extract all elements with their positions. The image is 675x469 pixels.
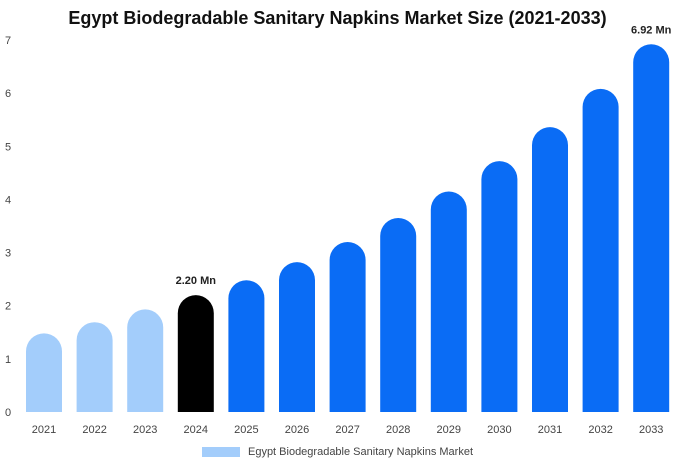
data-label-2024: 2.20 Mn	[176, 275, 217, 287]
bar-2031	[532, 127, 568, 412]
x-tick-label: 2033	[639, 424, 663, 436]
y-axis: 0 1 2 3 4 5 6 7	[5, 35, 11, 419]
x-tick-label: 2021	[32, 424, 56, 436]
data-label-2033: 6.92 Mn	[631, 24, 672, 36]
y-tick-label: 2	[5, 301, 11, 313]
x-tick-label: 2024	[184, 424, 208, 436]
bar-2030	[481, 161, 518, 412]
y-tick-label: 5	[5, 141, 11, 153]
legend: Egypt Biodegradable Sanitary Napkins Mar…	[0, 446, 675, 458]
bar-2027	[329, 241, 366, 412]
bar-2029	[430, 191, 467, 412]
bar-2021	[26, 333, 62, 412]
bar-2022	[76, 322, 113, 412]
x-tick-label: 2026	[285, 424, 309, 436]
legend-label: Egypt Biodegradable Sanitary Napkins Mar…	[247, 446, 473, 458]
x-tick-label: 2030	[487, 424, 511, 436]
y-tick-label: 7	[5, 35, 11, 47]
y-tick-label: 0	[5, 407, 11, 419]
bar-2025	[228, 280, 265, 412]
legend-swatch	[201, 447, 240, 457]
bar-2028	[380, 218, 417, 412]
bar-2033	[633, 44, 670, 412]
bar-2023	[127, 309, 164, 412]
x-axis: 2021 2022 2023 2024 2025 2026 2027 2028 2029 2030…	[32, 424, 664, 436]
x-tick-label: 2029	[437, 424, 461, 436]
x-tick-label: 2031	[538, 424, 562, 436]
data-labels: 2.20 Mn 6.92 Mn	[176, 24, 672, 287]
chart-title: Egypt Biodegradable Sanitary Napkins Mar…	[68, 8, 607, 28]
bar-2024	[177, 295, 214, 412]
bar-2026	[279, 262, 315, 412]
x-tick-label: 2025	[234, 424, 258, 436]
y-tick-label: 4	[5, 194, 11, 206]
y-tick-label: 1	[5, 354, 11, 366]
x-tick-label: 2027	[335, 424, 359, 436]
bars	[26, 44, 670, 413]
x-tick-label: 2032	[588, 424, 612, 436]
y-tick-label: 3	[5, 248, 11, 260]
x-tick-label: 2023	[133, 424, 157, 436]
x-tick-label: 2028	[386, 424, 410, 436]
bar-2032	[582, 88, 619, 413]
y-tick-label: 6	[5, 88, 11, 100]
x-tick-label: 2022	[82, 424, 106, 436]
